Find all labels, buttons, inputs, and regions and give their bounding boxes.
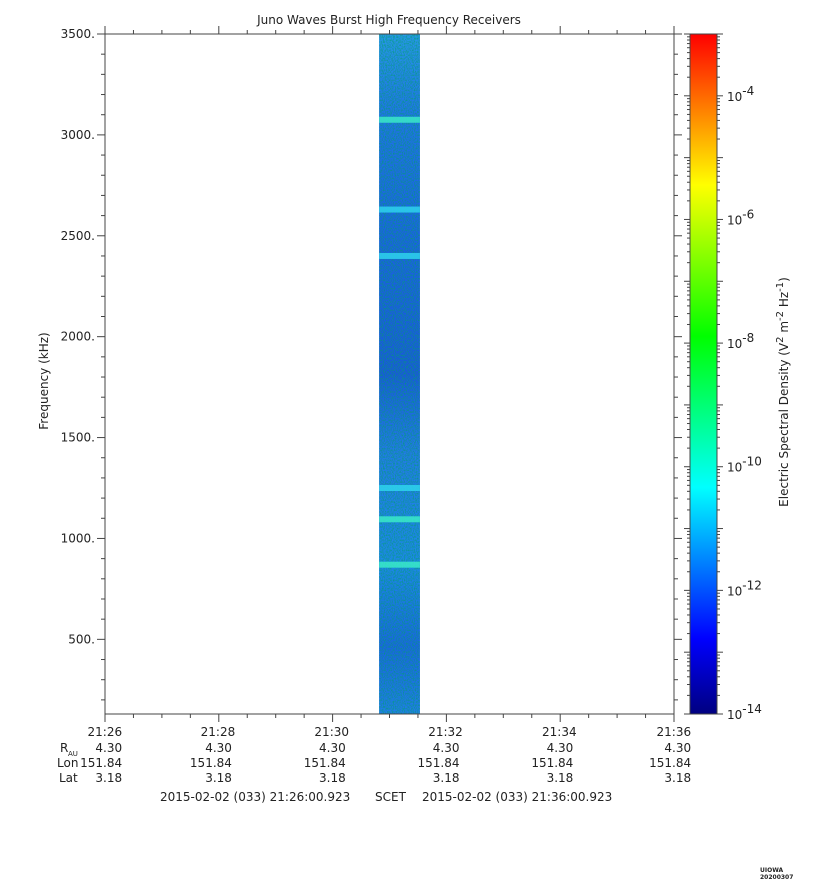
intensity-band <box>379 561 420 568</box>
ephem-r-value: 4.30 <box>664 741 691 755</box>
chart-title: Juno Waves Burst High Frequency Receiver… <box>257 13 521 27</box>
time-range-end: 2015-02-02 (033) 21:36:00.923 <box>422 790 613 804</box>
intensity-band <box>379 116 420 123</box>
colorbar-tick-label: 10-10 <box>727 455 762 475</box>
ephem-r-value: 4.30 <box>95 741 122 755</box>
ephem-lat-value: 3.18 <box>319 771 346 785</box>
ephem-lat-label: Lat <box>59 771 78 785</box>
ephem-lon-value: 151.84 <box>304 756 346 770</box>
y-tick-label: 500. <box>68 632 95 646</box>
ephem-lon-label: Lon <box>57 756 78 770</box>
y-axis-label: Frequency (kHz) <box>37 332 51 429</box>
colorbar-label: Electric Spectral Density (V2 m-2 Hz-1) <box>775 277 791 507</box>
time-range-label: SCET <box>375 790 406 804</box>
time-range-start: 2015-02-02 (033) 21:26:00.923 <box>160 790 351 804</box>
ephem-r-sub: AU <box>68 750 78 758</box>
y-tick-label: 3000. <box>61 128 95 142</box>
ephem-lat-value: 3.18 <box>664 771 691 785</box>
ephem-lon-value: 151.84 <box>531 756 573 770</box>
x-tick-label: 21:28 <box>201 725 236 739</box>
ephem-r-value: 4.30 <box>319 741 346 755</box>
intensity-band <box>379 516 420 523</box>
ephem-lat-value: 3.18 <box>95 771 122 785</box>
colorbar-tick-label: 10-4 <box>727 84 754 104</box>
ephem-lat-value: 3.18 <box>433 771 460 785</box>
spectrogram-data-strip <box>379 34 420 714</box>
ephem-lon-value: 151.84 <box>649 756 691 770</box>
intensity-band <box>379 206 420 213</box>
x-tick-label: 21:36 <box>657 725 692 739</box>
colorbar-tick-label: 10-12 <box>727 578 762 598</box>
y-tick-label: 2000. <box>61 330 95 344</box>
ephem-r-value: 4.30 <box>433 741 460 755</box>
y-tick-label: 1500. <box>61 431 95 445</box>
y-tick-label: 1000. <box>61 531 95 545</box>
intensity-band <box>379 252 420 259</box>
footer-credit: UIOWA 20200307 <box>760 867 794 881</box>
ephem-lon-value: 151.84 <box>80 756 122 770</box>
colorbar-tick-label: 10-8 <box>727 331 754 351</box>
spectrogram-texture <box>379 34 420 714</box>
ephem-r-label: R <box>60 741 68 755</box>
ephem-r-value: 4.30 <box>205 741 232 755</box>
colorbar-tick-label: 10-6 <box>727 207 754 227</box>
y-tick-label: 3500. <box>61 27 95 41</box>
ephem-lon-value: 151.84 <box>418 756 460 770</box>
colorbar-tick-label: 10-14 <box>727 702 762 722</box>
ephem-lat-value: 3.18 <box>205 771 232 785</box>
ephem-r-value: 4.30 <box>547 741 574 755</box>
x-tick-label: 21:26 <box>88 725 123 739</box>
x-tick-label: 21:34 <box>542 725 577 739</box>
ephem-lat-value: 3.18 <box>547 771 574 785</box>
ephem-lon-value: 151.84 <box>190 756 232 770</box>
y-tick-label: 2500. <box>61 229 95 243</box>
colorbar <box>689 33 718 715</box>
intensity-band <box>379 485 420 492</box>
x-tick-label: 21:32 <box>428 725 463 739</box>
x-tick-label: 21:30 <box>314 725 349 739</box>
